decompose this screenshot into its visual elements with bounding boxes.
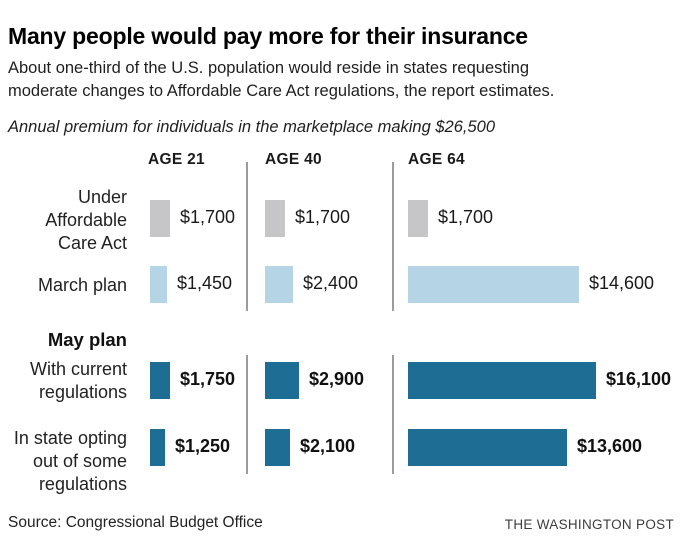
bar-value-label: $2,100 bbox=[300, 436, 356, 456]
bar-value-label: $2,900 bbox=[309, 369, 365, 389]
bar-value-label: $1,450 bbox=[177, 273, 233, 293]
row-label: Under Affordable Care Act bbox=[45, 187, 127, 253]
column-header: AGE 21 bbox=[148, 151, 205, 168]
column-header: AGE 64 bbox=[408, 151, 465, 168]
publisher-credit: THE WASHINGTON POST bbox=[504, 517, 674, 532]
bar bbox=[408, 200, 428, 237]
bar bbox=[408, 429, 567, 466]
bar-value-label: $1,700 bbox=[295, 207, 351, 227]
row-label: March plan bbox=[37, 275, 127, 295]
bar bbox=[150, 362, 170, 399]
bar-value-label: $13,600 bbox=[577, 436, 643, 456]
chart-subtitle: About one-third of the U.S. population w… bbox=[8, 57, 554, 103]
bar-value-label: $1,250 bbox=[175, 436, 231, 456]
source-credit: Source: Congressional Budget Office bbox=[8, 514, 263, 531]
bar bbox=[265, 362, 299, 399]
bar bbox=[265, 200, 285, 237]
column-divider bbox=[392, 355, 394, 474]
bar-value-label: $1,700 bbox=[180, 207, 236, 227]
subtitle-line-1: About one-third of the U.S. population w… bbox=[8, 58, 529, 77]
bar bbox=[408, 266, 579, 303]
column-header: AGE 40 bbox=[265, 151, 322, 168]
bar bbox=[408, 362, 596, 399]
bar-value-label: $1,750 bbox=[180, 369, 236, 389]
row-label: With current regulations bbox=[29, 359, 127, 402]
column-divider bbox=[246, 355, 248, 474]
subtitle-line-2: moderate changes to Affordable Care Act … bbox=[8, 81, 555, 100]
column-divider bbox=[246, 162, 248, 311]
bar bbox=[150, 266, 167, 303]
chart-title: Many people would pay more for their ins… bbox=[8, 23, 528, 50]
bar bbox=[150, 200, 170, 237]
section-label-may-plan: May plan bbox=[47, 329, 127, 350]
bar-value-label: $1,700 bbox=[438, 207, 494, 227]
chart-unit-note: Annual premium for individuals in the ma… bbox=[8, 117, 496, 136]
bar-value-label: $2,400 bbox=[303, 273, 359, 293]
row-label: In state opting out of some regulations bbox=[13, 428, 127, 494]
bar bbox=[265, 429, 290, 466]
bar bbox=[150, 429, 165, 466]
bar-value-label: $14,600 bbox=[589, 273, 655, 293]
bar bbox=[265, 266, 293, 303]
bar-value-label: $16,100 bbox=[606, 369, 672, 389]
column-divider bbox=[392, 162, 394, 311]
